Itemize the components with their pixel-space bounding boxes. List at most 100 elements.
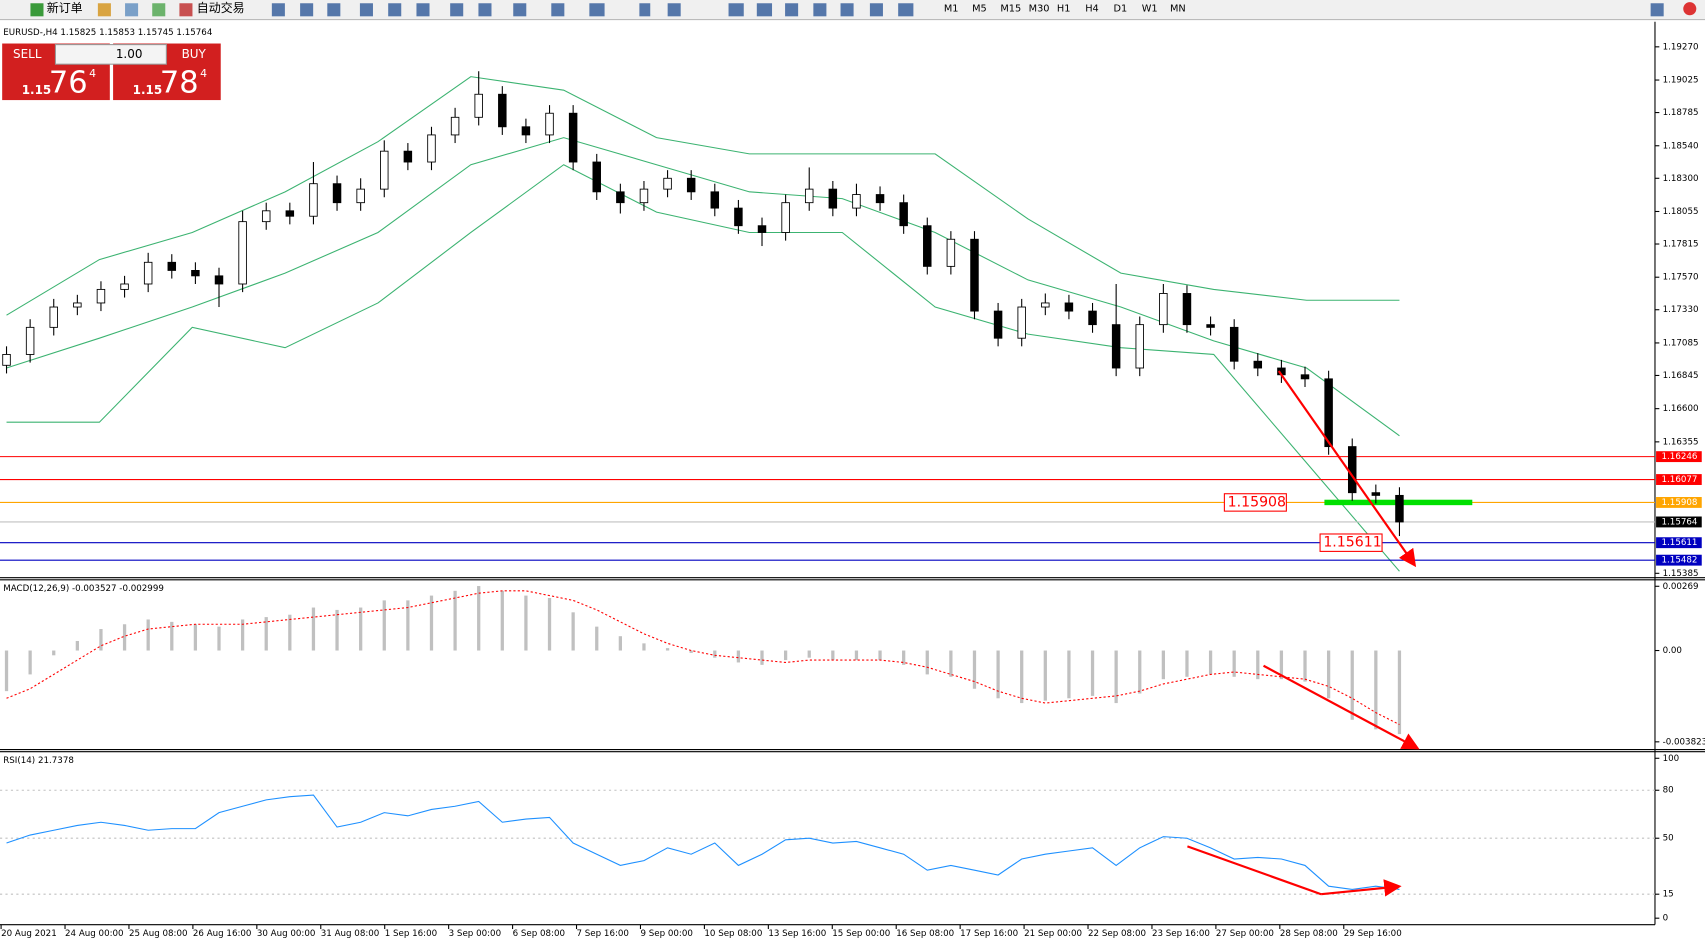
timeframe-button[interactable]: W1 <box>1142 4 1158 15</box>
candle-body <box>1064 302 1074 312</box>
timeframe-button[interactable]: M1 <box>944 4 959 15</box>
toolbar-icon[interactable] <box>869 3 883 17</box>
price-tick-label: 1.17330 <box>1663 305 1699 315</box>
candle-body <box>828 188 838 209</box>
candle-body <box>1159 293 1168 326</box>
candle-body <box>852 194 861 209</box>
search-icon[interactable] <box>1650 3 1664 17</box>
candle-body <box>923 225 932 267</box>
macd-bar <box>1020 650 1024 704</box>
candle-body <box>899 202 908 227</box>
macd-label: MACD(12,26,9) -0.003527 -0.002999 <box>3 584 164 594</box>
toolbar-icon[interactable] <box>898 3 914 17</box>
candle-body <box>49 306 58 328</box>
toolbar-icon[interactable] <box>125 3 139 17</box>
macd-bar <box>193 624 198 651</box>
candle-body <box>1371 492 1381 496</box>
toolbar-icon[interactable] <box>840 3 854 17</box>
time-label: 29 Sep 16:00 <box>1344 929 1402 939</box>
candle-body <box>238 221 247 285</box>
toolbar-icon[interactable] <box>478 3 492 17</box>
macd-bar <box>170 621 174 651</box>
time-label: 10 Sep 08:00 <box>704 929 762 939</box>
plot-layer: 1.19270 1.19025 1.18785 1.18540 1.18300 1.180… <box>0 42 1705 939</box>
toolbar-icon[interactable] <box>359 3 373 17</box>
candle-body <box>2 354 11 366</box>
time-label: 23 Sep 16:00 <box>1152 929 1210 939</box>
one-click-panel: SELL BUY 1.00 1.15 76 4 1.15 78 4 <box>2 43 221 100</box>
timeframe-button[interactable]: H1 <box>1057 4 1071 15</box>
macd-bar <box>736 650 741 663</box>
price-tick-label: 1.18785 <box>1663 108 1699 118</box>
macd-bar <box>1279 650 1284 680</box>
timeframe-button[interactable]: M5 <box>972 4 987 15</box>
macd-bar <box>359 607 363 651</box>
candle-body <box>1229 326 1239 362</box>
macd-bar <box>240 619 245 651</box>
toolbar-icon[interactable] <box>416 3 430 17</box>
macd-bar <box>878 650 882 661</box>
timeframe-button[interactable]: M15 <box>1000 4 1021 15</box>
price-tick-label: 1.16355 <box>1663 437 1699 447</box>
macd-bar <box>335 609 339 651</box>
time-label: 31 Aug 08:00 <box>321 929 380 939</box>
toolbar-icon[interactable] <box>728 3 744 17</box>
notification-badge[interactable] <box>1683 2 1697 16</box>
toolbar-icon[interactable] <box>513 3 527 17</box>
candle-body <box>1111 324 1121 369</box>
trend-arrow <box>1321 879 1402 897</box>
macd-bar <box>1043 650 1047 701</box>
auto-trading-icon[interactable] <box>179 3 193 17</box>
time-label: 20 Aug 2021 <box>1 929 57 939</box>
trend-arrow <box>1277 370 1417 568</box>
toolbar-icon[interactable] <box>271 3 285 17</box>
toolbar-icon[interactable] <box>756 3 773 17</box>
toolbar-icon[interactable] <box>589 3 605 17</box>
toolbar-icon[interactable] <box>667 3 681 17</box>
candle-body <box>498 93 507 128</box>
toolbar-icon[interactable] <box>639 3 651 17</box>
timeframe-button[interactable]: D1 <box>1113 4 1127 15</box>
toolbar-icon[interactable] <box>450 3 464 17</box>
buy-button[interactable]: BUY <box>182 47 207 61</box>
new-order-icon[interactable] <box>30 3 44 17</box>
macd-bar <box>571 612 575 651</box>
toolbar-icon[interactable] <box>551 3 565 17</box>
price-tick-label: 1.19270 <box>1663 42 1699 52</box>
macd-bar <box>807 650 811 658</box>
macd-bar <box>406 600 410 651</box>
macd-bar <box>1161 650 1165 680</box>
lot-size[interactable]: 1.00 <box>116 47 143 61</box>
candle-body <box>143 261 153 285</box>
timeframe-button[interactable]: M30 <box>1029 4 1050 15</box>
time-label: 9 Sep 00:00 <box>640 929 692 939</box>
timeframe-button[interactable]: H4 <box>1085 4 1099 15</box>
toolbar-icon[interactable] <box>327 3 341 17</box>
macd-bar <box>264 617 268 651</box>
auto-trading-button[interactable]: 自动交易 <box>197 0 245 15</box>
sell-price-digits: 76 <box>49 65 88 100</box>
candle-body <box>521 126 531 136</box>
time-label: 16 Sep 08:00 <box>896 929 954 939</box>
toolbar-icon[interactable] <box>388 3 402 17</box>
toolbar-icon[interactable] <box>300 3 314 17</box>
macd-bar <box>99 629 103 651</box>
macd-bar <box>524 595 528 651</box>
macd-bar <box>760 650 764 665</box>
lot-box[interactable] <box>54 44 167 65</box>
sell-button[interactable]: SELL <box>13 47 42 61</box>
trend-arrow <box>1187 845 1322 896</box>
rsi-tick-label: 50 <box>1663 834 1674 844</box>
toolbar-icon[interactable] <box>152 3 166 17</box>
macd-signal <box>6 590 1400 726</box>
time-label: 22 Sep 08:00 <box>1088 929 1146 939</box>
toolbar-icon[interactable] <box>785 3 799 17</box>
toolbar-icon[interactable] <box>97 3 111 17</box>
toolbar-icon[interactable] <box>813 3 827 17</box>
price-annotation-box <box>1319 533 1383 552</box>
candle-body <box>946 238 956 267</box>
new-order-button[interactable]: 新订单 <box>47 0 83 15</box>
macd-bar <box>949 650 953 677</box>
time-label: 27 Sep 00:00 <box>1216 929 1274 939</box>
timeframe-button[interactable]: MN <box>1170 4 1186 15</box>
